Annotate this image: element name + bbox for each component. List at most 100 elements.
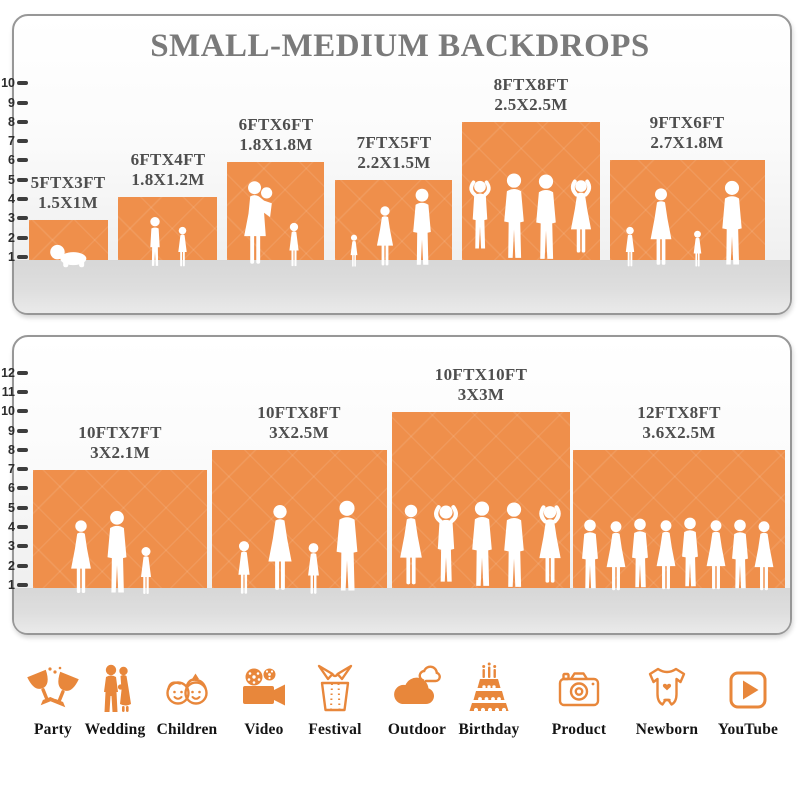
children-faces-icon — [166, 673, 208, 705]
ruler-tick-dash — [17, 216, 28, 220]
people-silhouette-family-four — [625, 180, 742, 267]
ruler-tick-label: 7 — [8, 134, 15, 148]
ruler-tick: 2 — [0, 230, 28, 246]
ruler-tick-label: 12 — [1, 366, 15, 380]
ruler-tick-dash — [17, 583, 28, 587]
ruler-tick: 4 — [0, 191, 28, 207]
ruler-tick-label: 1 — [8, 578, 15, 592]
people-silhouette-family-three — [71, 510, 151, 594]
ruler-tick: 2 — [0, 558, 28, 574]
ruler-tick: 12 — [0, 365, 28, 381]
category-label: Video — [244, 721, 284, 738]
category-birthday: Birthday — [451, 662, 527, 739]
ruler-tick-label: 5 — [8, 173, 15, 187]
backdrop-size-label: 7FTX5FT 2.2X1.5M — [356, 133, 432, 172]
gift-box-icon — [317, 664, 353, 712]
category-label: Birthday — [458, 721, 520, 738]
wedding-couple-icon — [104, 664, 131, 712]
backdrop-size-label: 12FTX8FT 3.6X2.5M — [637, 403, 721, 442]
category-label: Newborn — [635, 721, 699, 738]
video-camera-icon — [243, 668, 285, 706]
ruler-tick-label: 10 — [1, 404, 15, 418]
page-title: SMALL-MEDIUM BACKDROPS — [150, 28, 650, 64]
ruler-tick-dash — [17, 506, 28, 510]
ruler-tick: 6 — [0, 480, 28, 496]
baby-onesie-icon — [648, 667, 686, 706]
ruler-tick-label: 2 — [8, 231, 15, 245]
clouds-icon — [394, 665, 441, 704]
category-party: Party — [15, 662, 91, 739]
ruler-tick-label: 3 — [8, 539, 15, 553]
category-outdoor: Outdoor — [379, 662, 455, 739]
ruler-tick: 3 — [0, 210, 28, 226]
category-product: Product — [541, 662, 617, 739]
ruler-tick: 1 — [0, 249, 28, 265]
floor-strip — [14, 588, 790, 633]
ruler-tick-dash — [17, 255, 28, 259]
ruler-tick-dash — [17, 101, 28, 105]
ruler-tick-label: 4 — [8, 520, 15, 534]
party-glasses-icon — [27, 666, 79, 708]
category-children: Children — [149, 662, 225, 739]
ruler-tick-label: 9 — [8, 96, 15, 110]
people-silhouette-two-children — [150, 217, 187, 267]
ruler-tick: 11 — [0, 384, 28, 400]
category-video: Video — [226, 662, 302, 739]
ruler-tick-dash — [17, 139, 28, 143]
ruler-tick-label: 9 — [8, 424, 15, 438]
ruler-tick-label: 6 — [8, 153, 15, 167]
backdrop-size-label: 5FTX3FT 1.5X1M — [30, 173, 106, 212]
backdrop-size-label: 6FTX4FT 1.8X1.2M — [130, 150, 206, 189]
backdrop-size-label: 10FTX10FT 3X3M — [434, 365, 528, 404]
backdrop-size-label: 9FTX6FT 2.7X1.8M — [649, 113, 725, 152]
category-label: Wedding — [84, 721, 146, 738]
ruler-tick: 7 — [0, 133, 28, 149]
people-silhouette-crowd — [582, 517, 774, 591]
category-newborn: Newborn — [629, 662, 705, 739]
ruler-tick-dash — [17, 564, 28, 568]
ruler-tick-label: 6 — [8, 481, 15, 495]
category-label: Outdoor — [387, 721, 447, 738]
ruler-tick-label: 4 — [8, 192, 15, 206]
ruler-tick-label: 8 — [8, 115, 15, 129]
ruler-tick: 4 — [0, 519, 28, 535]
backdrop-size-label: 6FTX6FT 1.8X1.8M — [238, 115, 314, 154]
ruler-tick-label: 2 — [8, 559, 15, 573]
ruler-tick-dash — [17, 467, 28, 471]
ruler-tick-label: 1 — [8, 250, 15, 264]
backdrop-bar-6x4 — [118, 197, 217, 260]
ruler-tick-dash — [17, 120, 28, 124]
backdrop-bar-6x6 — [227, 162, 324, 260]
ruler-tick-dash — [17, 448, 28, 452]
ruler-tick-label: 10 — [1, 76, 15, 90]
backdrop-size-label: 10FTX7FT 3X2.1M — [78, 423, 162, 462]
ruler-tick-label: 7 — [8, 462, 15, 476]
ruler-tick-dash — [17, 525, 28, 529]
ruler-tick-dash — [17, 486, 28, 490]
category-festival: Festival — [297, 662, 373, 739]
ruler-tick: 6 — [0, 152, 28, 168]
people-silhouette-baby — [50, 244, 87, 268]
ruler-tick-dash — [17, 429, 28, 433]
ruler-tick-dash — [17, 178, 28, 182]
people-silhouette-mother-children — [244, 181, 299, 267]
floor-strip — [14, 260, 790, 313]
ruler-tick-label: 3 — [8, 211, 15, 225]
category-label: Festival — [308, 721, 362, 738]
people-silhouette-group-five — [400, 501, 570, 587]
ruler-tick: 5 — [0, 172, 28, 188]
backdrop-bar-10x10 — [392, 412, 570, 588]
ruler-tick: 10 — [0, 75, 28, 91]
ruler-tick-dash — [17, 544, 28, 548]
ruler-tick: 9 — [0, 423, 28, 439]
people-silhouette-family-three — [350, 188, 431, 267]
backdrop-size-label: 8FTX8FT 2.5X2.5M — [493, 75, 569, 114]
youtube-play-icon — [729, 671, 767, 709]
category-wedding: Wedding — [77, 662, 153, 739]
backdrop-bar-7x5 — [335, 180, 452, 260]
ruler-tick: 9 — [0, 95, 28, 111]
ruler-tick-label: 8 — [8, 443, 15, 457]
category-label: Product — [551, 721, 607, 738]
ruler-tick-dash — [17, 197, 28, 201]
ruler-tick-label: 11 — [1, 385, 15, 399]
